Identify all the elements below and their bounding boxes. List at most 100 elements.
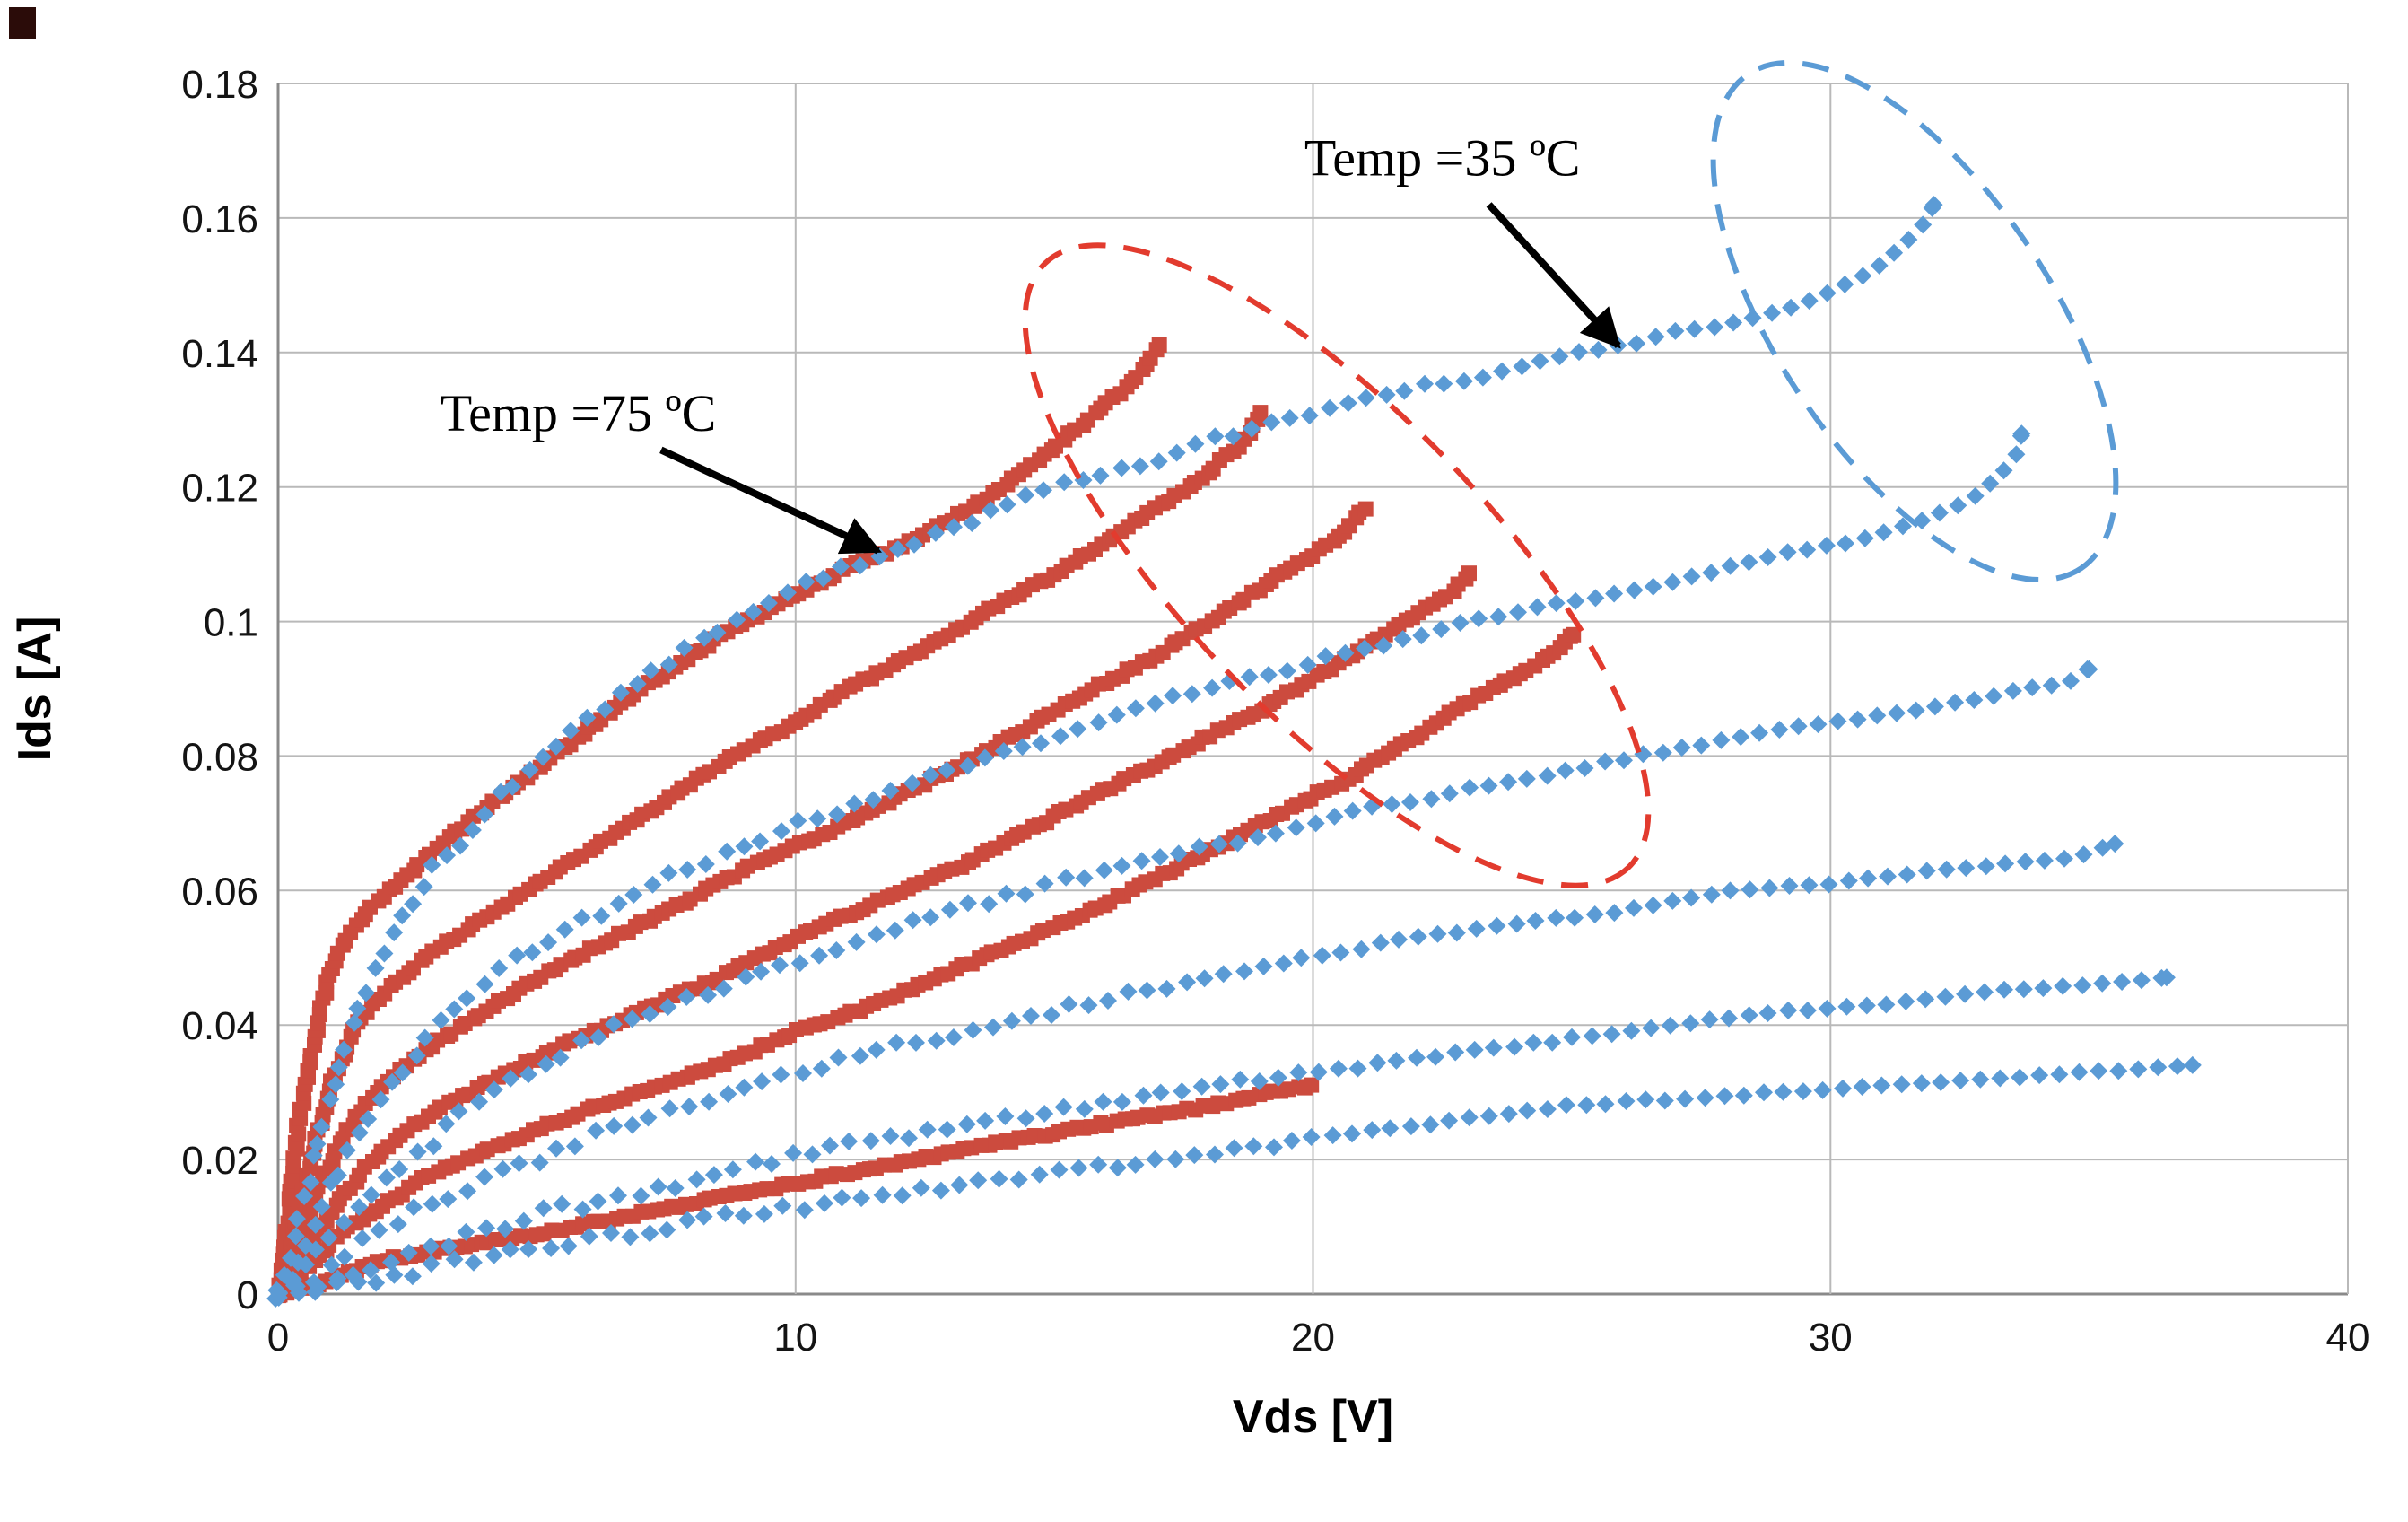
data-point-diamond (1134, 1086, 1153, 1105)
data-point-diamond (1976, 857, 1995, 876)
data-point-diamond (1250, 1072, 1269, 1090)
data-point-diamond (1214, 965, 1233, 984)
data-point-diamond (1461, 778, 1479, 797)
data-point-diamond (840, 1132, 859, 1150)
data-point-diamond (1013, 738, 1032, 757)
data-point-diamond (393, 906, 412, 925)
data-point-diamond (547, 1139, 565, 1158)
data-point-diamond (1432, 620, 1451, 639)
data-point-diamond (1758, 1004, 1777, 1022)
data-point-diamond (1130, 457, 1149, 476)
data-point-diamond (553, 1194, 571, 1213)
data-point-diamond (1287, 818, 1305, 837)
annotation-temp-35: Temp =35 ºC (1304, 128, 1581, 187)
data-point-diamond (1897, 992, 1915, 1010)
data-point-diamond (810, 946, 829, 965)
y-tick-label: 0.1 (204, 601, 258, 645)
data-point-diamond (1932, 1073, 1950, 1092)
data-point-diamond (1663, 573, 1682, 591)
data-point-diamond (1625, 581, 1644, 599)
series-75C-5 (270, 626, 1582, 1304)
data-point-diamond (1323, 1126, 1342, 1145)
data-point-diamond (1479, 1107, 1498, 1125)
data-point-diamond (1676, 1089, 1695, 1108)
data-point-diamond (1672, 739, 1691, 757)
data-point-diamond (1195, 969, 1214, 988)
data-point-diamond (1309, 1063, 1328, 1081)
data-point-diamond (1166, 1150, 1185, 1168)
data-point-diamond (639, 1108, 658, 1127)
data-point-diamond (833, 1188, 851, 1207)
data-point-diamond (1763, 303, 1782, 322)
data-point-diamond (1892, 1075, 1911, 1094)
data-series (266, 196, 2202, 1308)
data-point-diamond (773, 1196, 792, 1215)
data-point-diamond (2149, 1058, 2168, 1077)
data-point-diamond (1138, 981, 1156, 1000)
data-point-diamond (1091, 466, 1110, 485)
data-point-diamond (2016, 853, 2035, 871)
data-point-diamond (718, 842, 737, 861)
data-point-diamond (1596, 752, 1615, 771)
data-point-diamond (659, 655, 678, 674)
data-point-diamond (1839, 871, 1858, 890)
data-point-diamond (1164, 687, 1182, 705)
data-point-diamond (1994, 461, 2013, 480)
data-point-diamond (295, 1187, 314, 1205)
data-point-diamond (1112, 1092, 1131, 1111)
series-35C-1 (267, 196, 1943, 1299)
data-point-diamond (415, 1028, 434, 1047)
data-point-diamond (1879, 867, 1897, 886)
series-75C-3 (272, 501, 1374, 1303)
data-point-diamond (1306, 814, 1325, 833)
data-point-diamond (927, 1031, 946, 1050)
data-point-diamond (994, 742, 1013, 760)
data-point-diamond (437, 1115, 456, 1133)
data-point-diamond (1793, 1082, 1812, 1101)
data-point-diamond (1460, 1108, 1479, 1127)
data-point-diamond (1329, 1059, 1348, 1078)
data-point-diamond (975, 748, 994, 767)
data-point-diamond (1203, 678, 1222, 697)
data-point-diamond (523, 943, 542, 962)
data-point-diamond (984, 1018, 1002, 1037)
data-point-diamond (555, 920, 574, 939)
data-point-square (1566, 626, 1582, 643)
tick-labels: 0 0.02 0.04 0.06 0.08 0.1 0.12 0.14 0.16 0.18 0 10 2… (181, 63, 2369, 1360)
data-point-diamond (1016, 1109, 1035, 1128)
data-point-diamond (1789, 717, 1808, 736)
data-point-diamond (1779, 1001, 1798, 1019)
data-point-diamond (1702, 885, 1721, 904)
data-point-diamond (803, 1145, 822, 1164)
data-point-diamond (1428, 924, 1447, 943)
data-point-diamond (1899, 231, 1918, 249)
data-point-diamond (463, 821, 482, 839)
data-point-diamond (2062, 671, 2080, 690)
data-point-diamond (1586, 589, 1605, 608)
data-point-diamond (1300, 407, 1319, 425)
data-point-diamond (1426, 1047, 1445, 1066)
data-point-diamond (1095, 861, 1113, 879)
data-point-diamond (1336, 643, 1355, 662)
data-point-diamond (719, 1085, 737, 1103)
data-point-diamond (2042, 676, 2061, 695)
data-point-diamond (1837, 534, 1854, 553)
data-point-diamond (797, 573, 816, 591)
data-point-diamond (696, 855, 715, 873)
data-point-diamond (1186, 434, 1205, 453)
data-point-diamond (562, 722, 580, 740)
data-point-diamond (641, 1224, 659, 1243)
data-point-diamond (1035, 1105, 1054, 1123)
data-point-diamond (1435, 374, 1453, 393)
data-point-diamond (1446, 1043, 1465, 1062)
data-point-diamond (1447, 923, 1466, 942)
data-point-diamond (1778, 543, 1797, 562)
data-point-diamond (1885, 243, 1904, 262)
x-axis-title: Vds [V] (1233, 1391, 1393, 1443)
data-point-diamond (1936, 987, 1955, 1006)
data-point-diamond (1965, 691, 1984, 709)
data-point-diamond (976, 1111, 995, 1130)
data-point-diamond (1774, 1082, 1793, 1101)
data-point-diamond (1666, 321, 1685, 340)
data-point-diamond (287, 1277, 306, 1296)
